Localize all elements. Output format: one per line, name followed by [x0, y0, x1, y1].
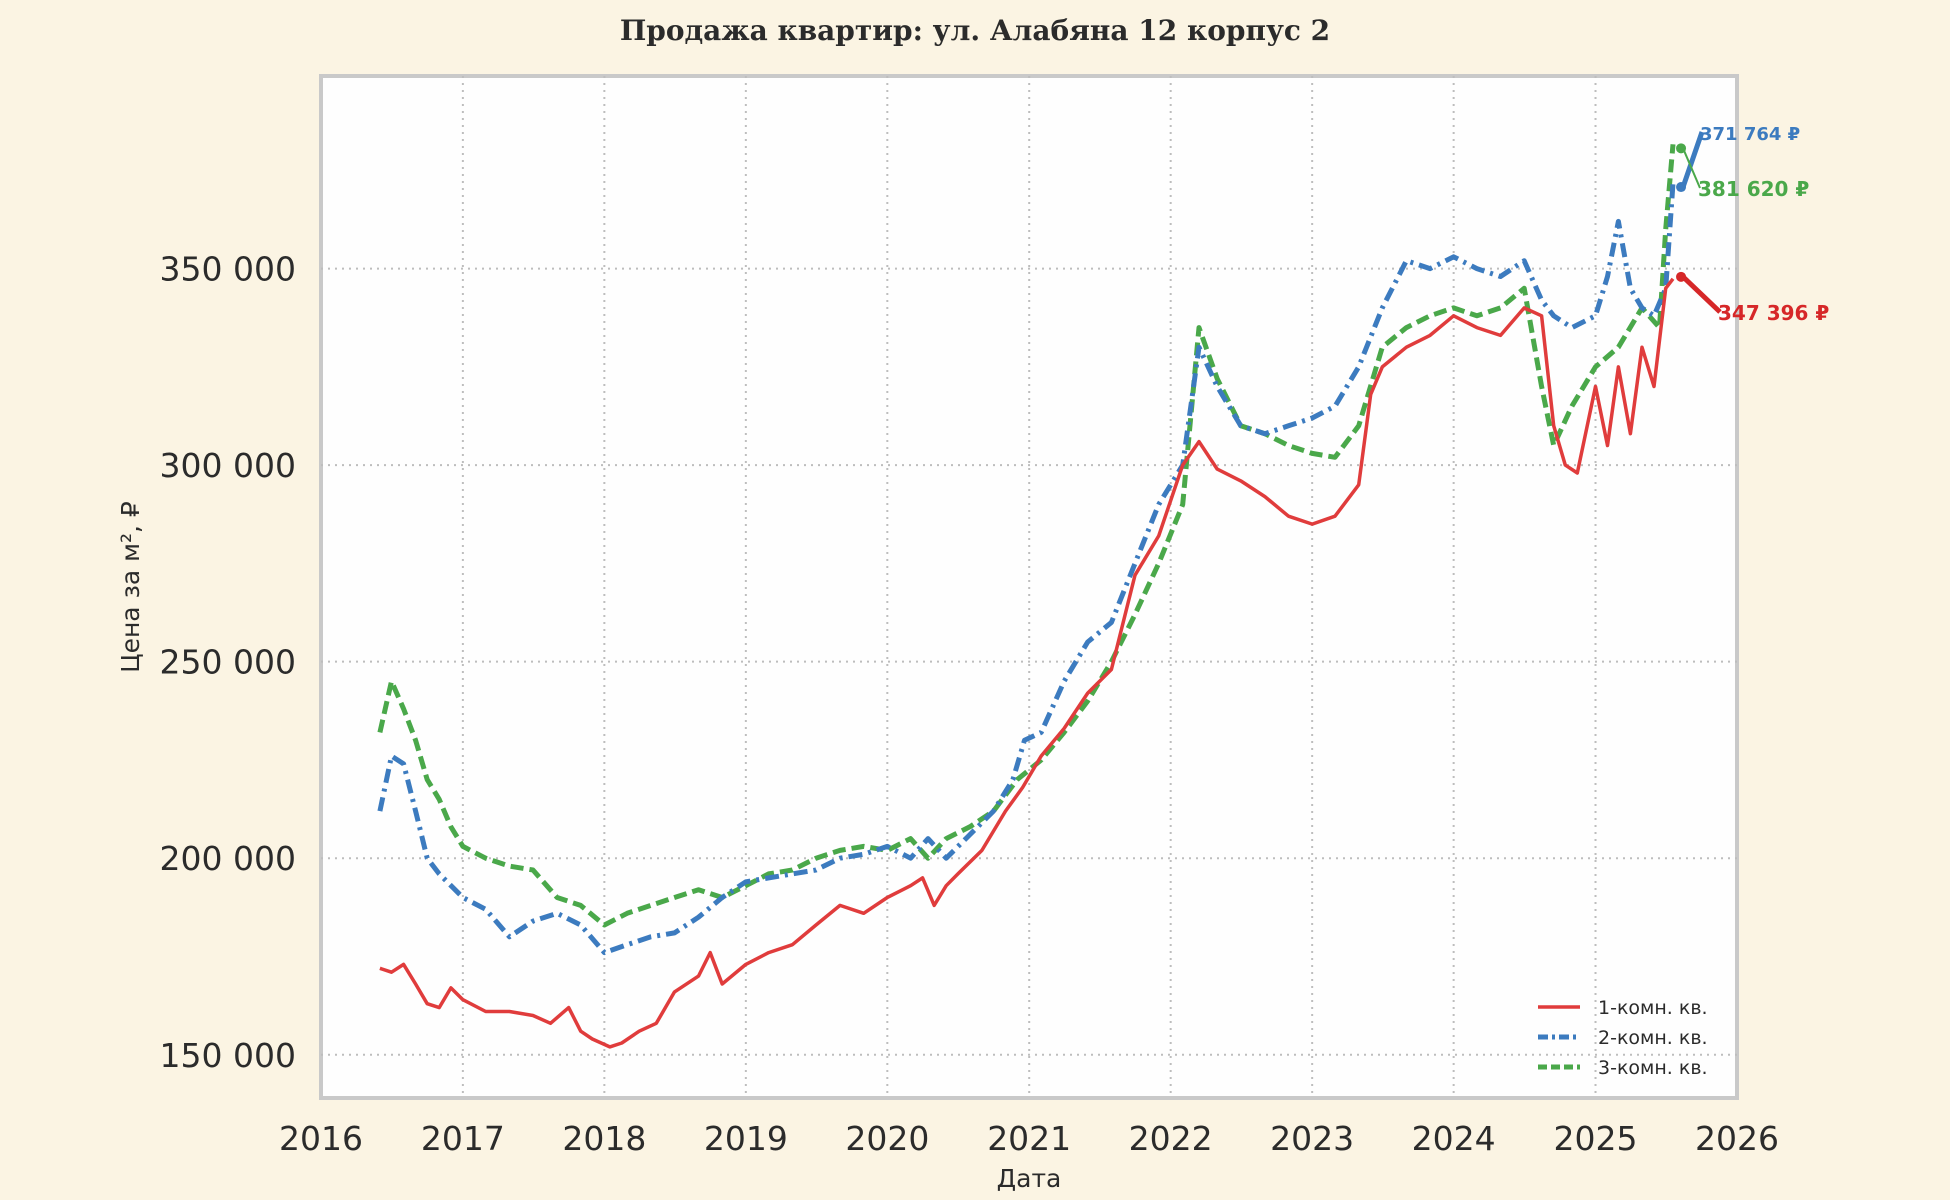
annotation-label: 371 764 ₽ — [1700, 124, 1800, 145]
y-axis-label: Цена за м², ₽ — [116, 501, 145, 673]
y-tick-label: 300 000 — [160, 446, 296, 485]
x-tick-label: 2018 — [562, 1119, 646, 1158]
y-tick-label: 250 000 — [160, 643, 296, 682]
annotation-arrow — [1680, 131, 1705, 188]
x-axis-label: Дата — [997, 1164, 1062, 1193]
x-tick-label: 2016 — [279, 1119, 363, 1158]
annotation-arrow — [1681, 275, 1722, 314]
series-line-2 — [377, 182, 1676, 956]
series-line-1 — [379, 277, 1675, 1049]
legend: 1-комн. кв. 2-комн. кв. 3-комн. кв. — [1538, 997, 1708, 1079]
y-tick-label: 200 000 — [160, 839, 296, 878]
x-tick-label: 2021 — [987, 1119, 1071, 1158]
x-tick-label: 2019 — [704, 1119, 788, 1158]
series-line-3 — [377, 144, 1676, 928]
series-layer — [377, 144, 1676, 1049]
annotation-label: 347 396 ₽ — [1718, 301, 1829, 325]
annotation-arrow — [1682, 147, 1701, 189]
x-tick-label: 2017 — [421, 1119, 505, 1158]
y-tick-label: 150 000 — [160, 1036, 296, 1075]
legend-label: 1-комн. кв. — [1598, 997, 1708, 1019]
x-tick-label: 2025 — [1554, 1119, 1638, 1158]
grid — [321, 76, 1737, 1098]
annotations: 371 764 ₽ 381 620 ₽ 347 396 ₽ — [1676, 124, 1829, 325]
x-tick-labels: 2016 2017 2018 2019 2020 2021 2022 2023 2024 2025… — [279, 1119, 1779, 1158]
y-tick-label: 350 000 — [160, 250, 296, 289]
annotation-label: 381 620 ₽ — [1698, 177, 1809, 201]
annotation-arrow-head — [1676, 271, 1687, 282]
x-tick-label: 2022 — [1129, 1119, 1213, 1158]
x-tick-label: 2020 — [845, 1119, 929, 1158]
chart-title: Продажа квартир: ул. Алабяна 12 корпус 2 — [620, 14, 1330, 47]
annotation-arrow-head — [1676, 182, 1687, 193]
x-tick-label: 2024 — [1412, 1119, 1496, 1158]
annotation-arrow-head — [1676, 143, 1687, 154]
legend-label: 3-комн. кв. — [1598, 1057, 1708, 1079]
x-tick-label: 2026 — [1695, 1119, 1779, 1158]
x-tick-label: 2023 — [1270, 1119, 1354, 1158]
legend-label: 2-комн. кв. — [1598, 1027, 1708, 1049]
y-tick-labels: 150 000 200 000 250 000 300 000 350 000 — [160, 250, 296, 1075]
